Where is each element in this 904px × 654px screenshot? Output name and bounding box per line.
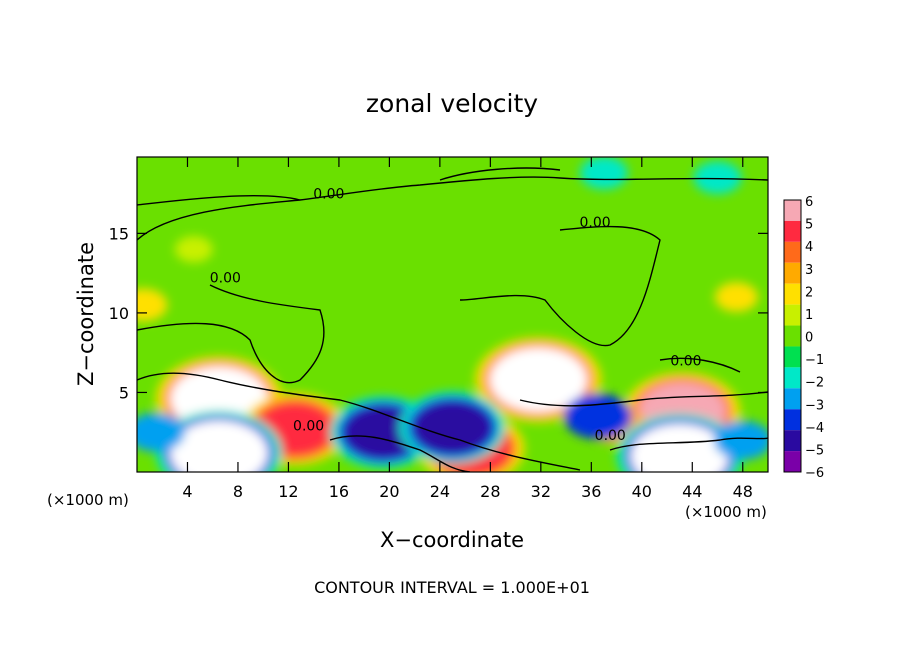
field-core-17 xyxy=(693,161,742,195)
colorbar-label-10: −4 xyxy=(805,421,824,436)
colorbar-label-8: −2 xyxy=(805,376,824,391)
x-tick-label-6: 28 xyxy=(480,482,500,501)
x-tick-label-9: 40 xyxy=(632,482,652,501)
x-axis: 4 8 12 16 20 24 28 32 36 40 44 48 xyxy=(182,157,753,501)
colorbar-swatch-6 xyxy=(784,325,801,347)
x-tick-label-0: 4 xyxy=(182,482,192,501)
field-core-11 xyxy=(137,412,185,452)
zero-contour-8 xyxy=(659,357,741,373)
x-tick-label-3: 16 xyxy=(329,482,349,501)
field-core-10 xyxy=(630,423,729,472)
colorbar-swatch-8 xyxy=(784,367,801,389)
colorbar-label-9: −3 xyxy=(805,398,824,413)
x-tick-label-11: 48 xyxy=(733,482,753,501)
contour-label-2: 0.00 xyxy=(210,271,241,287)
x-tick-label-7: 32 xyxy=(531,482,551,501)
zero-contours xyxy=(137,167,768,472)
x-tick-label-4: 20 xyxy=(379,482,399,501)
field-core-1 xyxy=(489,347,588,413)
colorbar-swatch-10 xyxy=(784,409,801,431)
velocity-field xyxy=(137,157,768,472)
field-core-16 xyxy=(579,157,628,190)
colorbar-swatch-3 xyxy=(784,262,801,284)
zero-contour-0 xyxy=(137,176,768,241)
x-tick-label-2: 12 xyxy=(278,482,298,501)
colorbar: 6 5 4 3 2 1 0 −1 −2 −3 −4 −5 −6 xyxy=(783,195,824,481)
y-axis-label: Z−coordinate xyxy=(74,242,98,386)
x-tick-label-8: 36 xyxy=(581,482,601,501)
field-core-8 xyxy=(413,401,492,454)
x-tick-label-5: 24 xyxy=(430,482,450,501)
colorbar-label-4: 2 xyxy=(805,285,813,300)
colorbar-swatch-1 xyxy=(784,220,801,242)
contour-label-4: 0.00 xyxy=(293,419,324,435)
colorbar-swatch-9 xyxy=(784,388,801,410)
colorbar-frame xyxy=(783,199,802,473)
chart-title: zonal velocity xyxy=(366,89,538,118)
contour-label-5: 0.00 xyxy=(595,428,626,444)
zero-contour-6 xyxy=(519,391,768,407)
field-core-15 xyxy=(714,282,758,312)
field-core-6 xyxy=(170,420,269,472)
contour-label-3: 0.00 xyxy=(670,353,701,369)
field-core-12 xyxy=(713,420,768,460)
colorbar-swatch-4 xyxy=(784,283,801,305)
colorbar-label-2: 4 xyxy=(805,240,813,255)
zero-contour-2 xyxy=(459,225,661,347)
colorbar-swatch-2 xyxy=(784,241,801,263)
y-tick-label-1: 10 xyxy=(109,304,129,323)
colorbar-swatch-0 xyxy=(784,200,801,221)
contour-interval-note: CONTOUR INTERVAL = 1.000E+01 xyxy=(314,578,590,597)
field-core-13 xyxy=(174,236,213,263)
colorbar-label-12: −6 xyxy=(805,466,824,481)
zero-contour-1 xyxy=(137,195,301,206)
colorbar-label-5: 1 xyxy=(805,308,813,323)
x-unit-label: (×1000 m) xyxy=(685,503,767,521)
colorbar-swatch-12 xyxy=(784,451,801,472)
y-tick-label-2: 15 xyxy=(109,224,129,243)
colorbar-label-7: −1 xyxy=(805,353,824,368)
x-tick-label-1: 8 xyxy=(233,482,243,501)
colorbar-label-11: −5 xyxy=(805,443,824,458)
colorbar-label-3: 3 xyxy=(805,263,813,278)
zero-contour-3 xyxy=(137,284,325,384)
y-tick-label-0: 5 xyxy=(119,383,129,402)
contour-labels: 0.00 0.00 0.00 0.00 0.00 0.00 xyxy=(210,186,702,444)
colorbar-label-1: 5 xyxy=(805,218,813,233)
colorbar-swatch-11 xyxy=(784,430,801,452)
plot-frame xyxy=(136,156,769,473)
x-axis-label: X−coordinate xyxy=(380,528,524,552)
y-unit-label: (×1000 m) xyxy=(47,491,129,509)
colorbar-label-6: 0 xyxy=(805,331,813,346)
contour-label-0: 0.00 xyxy=(313,186,344,202)
zero-contour-7 xyxy=(609,437,768,451)
contour-label-1: 0.00 xyxy=(580,215,611,231)
zero-contour-4 xyxy=(137,372,581,471)
colorbar-swatch-5 xyxy=(784,304,801,326)
plot-area xyxy=(137,157,768,472)
zero-contour-9 xyxy=(439,167,561,181)
y-axis: 5 10 15 xyxy=(109,224,768,402)
x-tick-label-10: 44 xyxy=(682,482,702,501)
colorbar-label-0: 6 xyxy=(805,195,813,210)
zero-contour-5 xyxy=(329,435,471,472)
colorbar-swatch-7 xyxy=(784,346,801,368)
